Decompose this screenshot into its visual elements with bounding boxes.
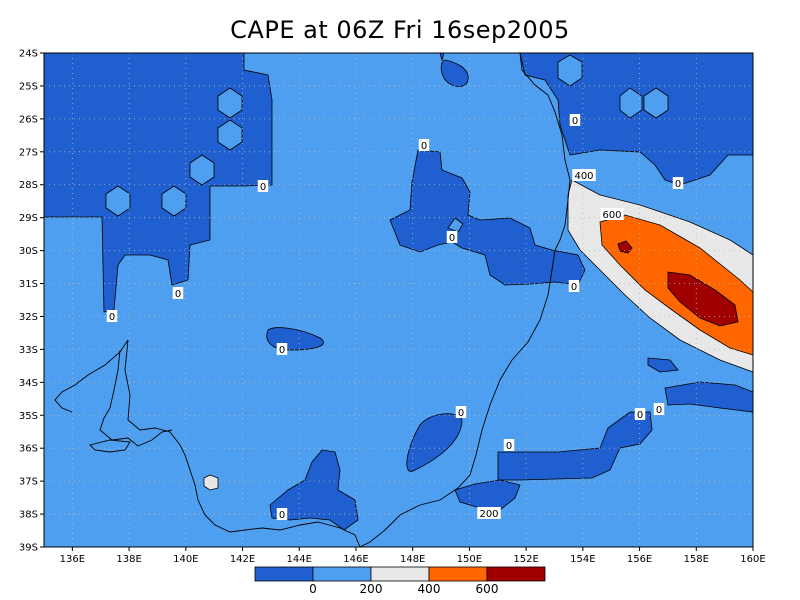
svg-text:0: 0 bbox=[279, 510, 285, 521]
region-se-small bbox=[647, 357, 679, 373]
color-bar-label: 600 bbox=[476, 582, 499, 596]
color-bar: 0 200 400 600 bbox=[254, 566, 546, 596]
contour-label: 0 bbox=[672, 177, 684, 190]
cape-holes bbox=[105, 54, 669, 491]
svg-text:0: 0 bbox=[175, 289, 181, 300]
contour-label: 0 bbox=[455, 406, 467, 419]
coastline-south bbox=[124, 339, 361, 548]
lat-label: 34S bbox=[19, 378, 38, 389]
lat-label: 36S bbox=[19, 444, 38, 455]
lat-label: 33S bbox=[19, 345, 38, 356]
lat-label: 37S bbox=[19, 477, 38, 488]
region-sw bbox=[269, 449, 359, 531]
lon-label: 148E bbox=[400, 554, 425, 565]
cape-plume bbox=[567, 179, 754, 373]
region-s-band bbox=[497, 411, 653, 481]
color-bar-label: 0 bbox=[309, 582, 317, 596]
color-bar-swatch bbox=[486, 566, 546, 582]
coastline-east bbox=[359, 52, 571, 548]
svg-text:0: 0 bbox=[637, 410, 643, 421]
svg-text:0: 0 bbox=[572, 116, 578, 127]
svg-text:0: 0 bbox=[109, 312, 115, 323]
contour-label: 0 bbox=[568, 280, 580, 293]
lon-label: 146E bbox=[343, 554, 368, 565]
map-title: CAPE at 06Z Fri 16sep2005 bbox=[230, 16, 570, 44]
coastline bbox=[54, 52, 571, 548]
region-s-blob bbox=[406, 413, 463, 472]
lon-label: 140E bbox=[173, 554, 198, 565]
color-bar-swatch bbox=[254, 566, 314, 582]
svg-text:0: 0 bbox=[421, 141, 427, 152]
svg-text:0: 0 bbox=[458, 408, 464, 419]
contour-label: 0 bbox=[503, 439, 515, 452]
lat-label: 24S bbox=[19, 49, 38, 60]
svg-text:200: 200 bbox=[479, 509, 498, 520]
plume-600-core bbox=[667, 271, 739, 327]
lat-label: 31S bbox=[19, 279, 38, 290]
svg-text:0: 0 bbox=[571, 282, 577, 293]
contour-labels: 0 0 0 0 0 0 0 0 0 0 0 0 0 0 200 400 600 bbox=[106, 114, 684, 521]
lat-label: 38S bbox=[19, 510, 38, 521]
lat-axis: 24S 25S 26S 27S 28S 29S 30S 31S 32S 33S 34S 35S 36S 3… bbox=[19, 49, 44, 554]
lat-label: 28S bbox=[19, 180, 38, 191]
contour-label: 0 bbox=[569, 114, 581, 127]
lat-label: 32S bbox=[19, 312, 38, 323]
color-bar-swatch bbox=[312, 566, 372, 582]
svg-text:0: 0 bbox=[675, 179, 681, 190]
lon-label: 154E bbox=[570, 554, 595, 565]
lon-axis: 136E 138E 140E 142E 144E 146E 148E 150E 152E 154E… bbox=[60, 547, 766, 565]
lon-label: 156E bbox=[627, 554, 652, 565]
svg-text:0: 0 bbox=[449, 233, 455, 244]
coastline-sa bbox=[54, 339, 129, 413]
region-s-small bbox=[454, 479, 521, 511]
lat-label: 35S bbox=[19, 411, 38, 422]
contour-label: 600 bbox=[600, 208, 624, 221]
lat-label: 30S bbox=[19, 246, 38, 257]
lat-label: 25S bbox=[19, 81, 38, 92]
color-bar-label: 200 bbox=[360, 582, 383, 596]
contour-label: 0 bbox=[257, 180, 269, 193]
coastline-gulf bbox=[99, 349, 173, 447]
cape-negative-regions bbox=[43, 52, 754, 531]
svg-text:400: 400 bbox=[574, 171, 593, 182]
lon-label: 142E bbox=[230, 554, 255, 565]
contour-label: 200 bbox=[477, 507, 501, 520]
contour-label: 0 bbox=[276, 343, 288, 356]
lon-label: 136E bbox=[60, 554, 85, 565]
contour-label: 0 bbox=[653, 403, 665, 416]
lon-label: 152E bbox=[513, 554, 538, 565]
lon-label: 138E bbox=[116, 554, 141, 565]
lat-label: 26S bbox=[19, 114, 38, 125]
lon-label: 158E bbox=[684, 554, 709, 565]
contour-label: 0 bbox=[418, 139, 430, 152]
contour-label: 0 bbox=[106, 310, 118, 323]
coastline-peninsula bbox=[89, 439, 131, 453]
svg-text:600: 600 bbox=[602, 210, 621, 221]
svg-text:0: 0 bbox=[506, 441, 512, 452]
plot-frame bbox=[43, 52, 754, 548]
color-bar-label: 400 bbox=[418, 582, 441, 596]
contour-label: 0 bbox=[276, 508, 288, 521]
region-top-blob2 bbox=[440, 59, 469, 87]
contour-label: 0 bbox=[172, 287, 184, 300]
color-bar-swatch bbox=[370, 566, 430, 582]
lat-label: 29S bbox=[19, 213, 38, 224]
lon-label: 150E bbox=[457, 554, 482, 565]
lat-label: 27S bbox=[19, 147, 38, 158]
lat-label: 39S bbox=[19, 543, 38, 554]
svg-text:0: 0 bbox=[260, 182, 266, 193]
lon-label: 160E bbox=[740, 554, 765, 565]
contour-label: 0 bbox=[446, 231, 458, 244]
lon-label: 144E bbox=[287, 554, 312, 565]
contour-label: 0 bbox=[634, 408, 646, 421]
contour-label: 400 bbox=[572, 169, 596, 182]
svg-text:0: 0 bbox=[279, 345, 285, 356]
svg-text:0: 0 bbox=[656, 405, 662, 416]
color-bar-swatch bbox=[428, 566, 488, 582]
